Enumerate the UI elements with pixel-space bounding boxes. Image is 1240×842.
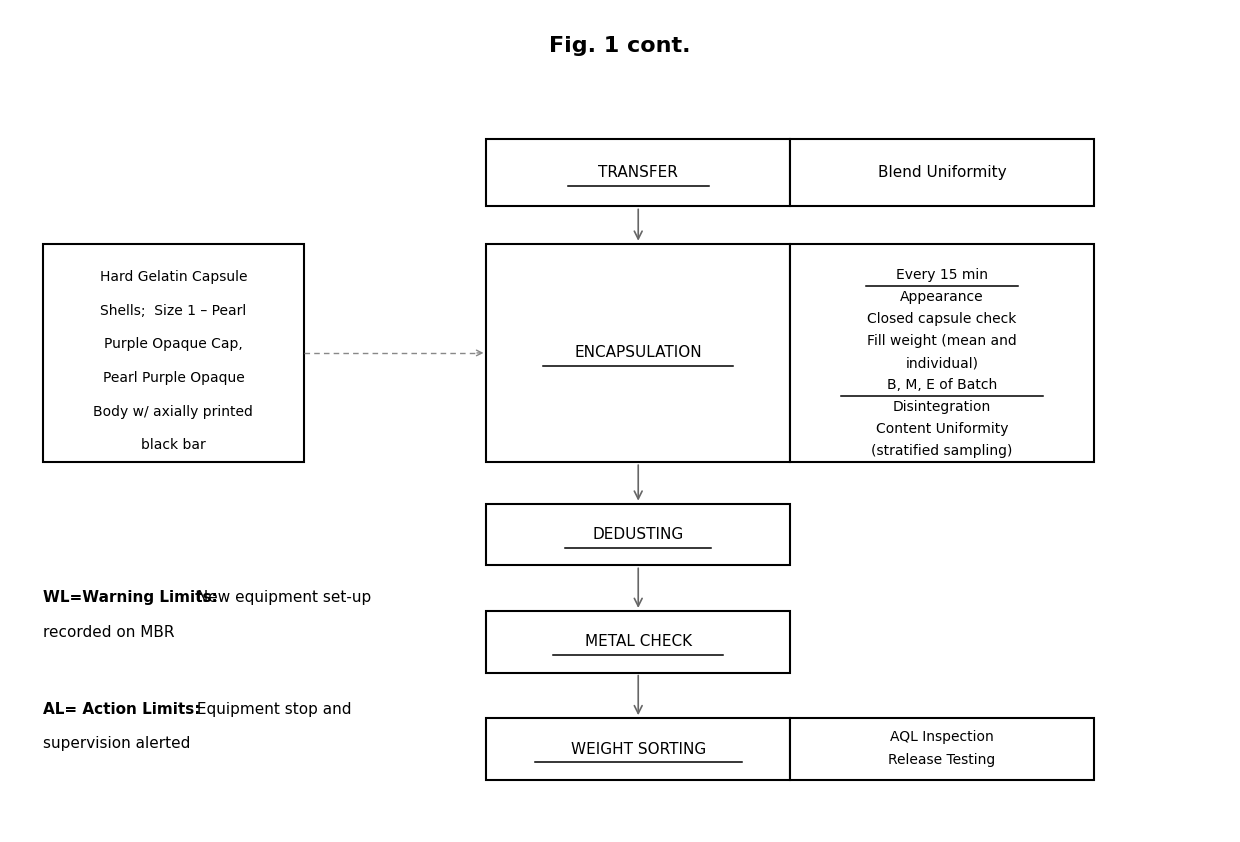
Bar: [790, 718, 1094, 780]
Text: Shells;  Size 1 – Pearl: Shells; Size 1 – Pearl: [100, 304, 247, 317]
Text: DEDUSTING: DEDUSTING: [593, 527, 683, 542]
Text: Release Testing: Release Testing: [888, 753, 996, 767]
Text: WL=Warning Limits:: WL=Warning Limits:: [42, 590, 217, 605]
Bar: [790, 243, 1094, 462]
Text: Closed capsule check: Closed capsule check: [867, 312, 1017, 326]
Text: ENCAPSULATION: ENCAPSULATION: [574, 345, 702, 360]
Text: individual): individual): [905, 356, 978, 370]
Text: Disintegration: Disintegration: [893, 400, 991, 414]
Text: (stratified sampling): (stratified sampling): [872, 445, 1013, 458]
Text: recorded on MBR: recorded on MBR: [42, 625, 175, 640]
Text: Fill weight (mean and: Fill weight (mean and: [867, 334, 1017, 349]
Text: METAL CHECK: METAL CHECK: [585, 634, 692, 649]
Text: Purple Opaque Cap,: Purple Opaque Cap,: [104, 338, 243, 351]
Text: Appearance: Appearance: [900, 290, 983, 304]
Bar: [486, 718, 790, 780]
Bar: [486, 504, 790, 566]
Bar: [486, 243, 790, 462]
Bar: [486, 610, 790, 673]
Text: B, M, E of Batch: B, M, E of Batch: [887, 378, 997, 392]
Text: Content Uniformity: Content Uniformity: [875, 422, 1008, 436]
Text: New equipment set-up: New equipment set-up: [191, 590, 371, 605]
Text: Pearl Purple Opaque: Pearl Purple Opaque: [103, 371, 244, 385]
Text: Every 15 min: Every 15 min: [897, 269, 988, 282]
Text: Body w/ axially printed: Body w/ axially printed: [93, 405, 253, 418]
Bar: [790, 139, 1094, 206]
Text: Equipment stop and: Equipment stop and: [191, 701, 351, 717]
Text: supervision alerted: supervision alerted: [42, 736, 190, 751]
Text: black bar: black bar: [141, 439, 206, 452]
Text: WEIGHT SORTING: WEIGHT SORTING: [570, 742, 706, 756]
Bar: [42, 243, 304, 462]
Text: Fig. 1 cont.: Fig. 1 cont.: [549, 35, 691, 56]
Text: TRANSFER: TRANSFER: [598, 165, 678, 180]
Text: Blend Uniformity: Blend Uniformity: [878, 165, 1007, 180]
Text: Hard Gelatin Capsule: Hard Gelatin Capsule: [99, 270, 247, 284]
Bar: [486, 139, 790, 206]
Text: AQL Inspection: AQL Inspection: [890, 730, 994, 743]
Text: AL= Action Limits:: AL= Action Limits:: [42, 701, 201, 717]
